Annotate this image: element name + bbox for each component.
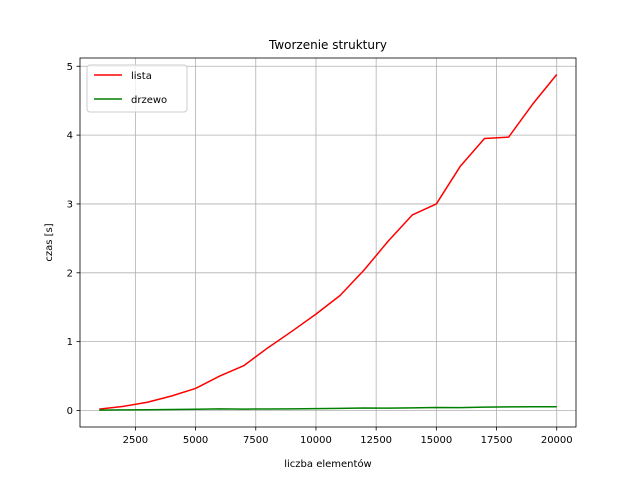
y-tick-label: 0 (67, 406, 73, 417)
legend: lista drzewo (86, 64, 188, 113)
legend-label-drzewo: drzewo (131, 95, 167, 106)
legend-label-lista: lista (131, 71, 152, 82)
y-tick-label: 2 (67, 268, 73, 279)
y-tick-label: 5 (67, 62, 73, 73)
x-tick-label: 20000 (541, 435, 573, 446)
axis-ticks: 2500 5000 7500 10000 12500 15000 17500 20000 0 1 2… (67, 62, 573, 446)
grid (80, 58, 576, 427)
chart-title: Tworzenie struktury (268, 38, 387, 52)
x-tick-label: 7500 (243, 435, 268, 446)
x-tick-label: 12500 (360, 435, 392, 446)
series-lines (99, 74, 558, 411)
x-tick-label: 5000 (183, 435, 208, 446)
y-tick-label: 1 (67, 337, 73, 348)
x-tick-label: 10000 (300, 435, 332, 446)
y-axis-title: czas [s] (44, 223, 55, 261)
series-line-drzewo (99, 405, 557, 411)
x-axis-title: liczba elementów (284, 458, 372, 470)
x-tick-label: 2500 (123, 435, 148, 446)
y-tick-label: 4 (67, 131, 73, 142)
x-tick-label: 15000 (420, 435, 452, 446)
legend-box (86, 64, 188, 113)
plot-frame (79, 57, 577, 428)
x-tick-label: 17500 (481, 435, 513, 446)
series-line-lista (99, 74, 558, 410)
y-tick-label: 3 (67, 200, 73, 211)
